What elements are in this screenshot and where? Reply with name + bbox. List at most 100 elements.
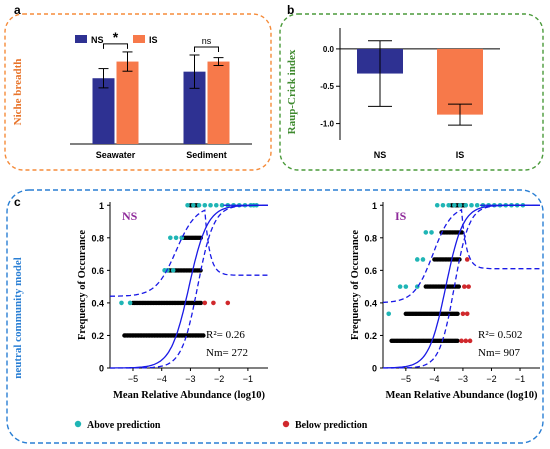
x-tick-label: −5: [128, 374, 138, 384]
y-tick-label: 0.6: [364, 266, 377, 276]
above-point: [457, 202, 463, 208]
above-point: [420, 257, 426, 262]
x-tick-label: IS: [456, 150, 465, 160]
bar: [92, 78, 115, 144]
x-tick-label: −4: [157, 374, 167, 384]
y-tick-label: 0: [99, 364, 104, 374]
below-point: [463, 338, 469, 344]
y-tick-label: 1: [99, 201, 104, 211]
neutral-point: [455, 311, 460, 316]
upper-confidence-line: [109, 209, 268, 297]
above-point: [434, 202, 440, 208]
above-point: [463, 202, 469, 208]
x-axis-title: Mean Relative Abundance (log10): [386, 390, 538, 401]
x-tick-label: −4: [429, 374, 439, 384]
r-squared-label: R²= 0.502: [478, 329, 522, 341]
scatter-panel-ns: 0 0.2 0.4 0.6 0.8 1 −5 −4 −3 −2 −1 Mean Relative Ab…: [77, 201, 268, 401]
above-point: [213, 202, 219, 208]
x-tick-label: −3: [185, 374, 195, 384]
y-axis-title: Frequency of Occurance: [77, 230, 88, 340]
above-point: [474, 202, 480, 208]
below-point: [467, 338, 473, 344]
above-point: [414, 257, 420, 262]
below-point: [460, 311, 466, 317]
upper-confidence-line: [382, 208, 540, 304]
x-tick-label: −3: [458, 374, 468, 384]
above-point: [196, 202, 202, 208]
lower-confidence-line: [110, 204, 268, 369]
panel-c-frame: [6, 189, 544, 444]
above-point: [168, 235, 173, 241]
above-point: [202, 202, 208, 208]
nm-label: Nm= 272: [206, 347, 248, 359]
panel-tag: NS: [122, 209, 138, 223]
bar: [207, 61, 230, 144]
bar: [116, 61, 139, 144]
y-tick-label: -1.0: [320, 120, 334, 129]
below-point: [466, 284, 471, 289]
y-tick-label: 0.0: [323, 45, 335, 54]
neutral-fit-line: [110, 204, 268, 369]
above-point: [429, 230, 434, 235]
neutral-point: [456, 284, 461, 289]
x-tick-label: −2: [214, 374, 224, 384]
x-tick-label: −5: [401, 374, 411, 384]
above-point: [469, 202, 474, 208]
panel-c-letter: c: [14, 195, 21, 209]
x-axis-title: Mean Relative Abundance (log10): [113, 390, 265, 401]
nm-label: Nm= 907: [478, 347, 520, 359]
significance-bracket: [194, 46, 219, 52]
bar: [183, 71, 206, 144]
x-tick-label: Seawater: [96, 150, 136, 160]
above-point: [397, 284, 403, 289]
panel-tag: IS: [395, 209, 407, 223]
neutral-point: [455, 338, 460, 343]
panel-c-ylabel: neutral community model: [12, 257, 24, 379]
above-point: [446, 202, 451, 208]
panel-c-chart: 0 0.2 0.4 0.6 0.8 1 −5 −4 −3 −2 −1 Mean Relative Ab…: [74, 201, 540, 431]
legend-label: Above prediction: [87, 420, 161, 431]
legend-label: NS: [91, 35, 104, 45]
neutral-point: [198, 300, 204, 306]
below-point: [202, 300, 208, 306]
x-tick-label: −1: [515, 374, 525, 384]
y-tick-label: -0.5: [320, 82, 334, 91]
above-point: [170, 268, 176, 273]
below-point: [462, 284, 467, 289]
above-point: [185, 202, 190, 208]
above-point: [452, 202, 457, 208]
y-tick-label: 0.2: [364, 331, 377, 341]
panel-a-ylabel: Niche breadth: [12, 59, 24, 126]
y-axis-title: Frequency of Occurance: [350, 230, 361, 340]
panel-b-letter: b: [287, 3, 294, 17]
scatter-panel-is: 0 0.2 0.4 0.6 0.8 1 −5 −4 −3 −2 −1 Mean Relative Ab…: [350, 201, 540, 401]
y-tick-label: 0: [372, 364, 377, 374]
panel-b-chart: 0.0 -0.5 -1.0 NS IS: [320, 28, 500, 160]
lower-confidence-line: [383, 204, 540, 369]
x-tick-label: −2: [486, 374, 496, 384]
x-tick-label: Sediment: [186, 150, 227, 160]
legend-label: IS: [149, 35, 158, 45]
panel-b-frame: [279, 13, 544, 171]
above-point: [191, 202, 196, 208]
below-point: [464, 311, 470, 317]
panel-a-frame: [4, 13, 272, 171]
above-point: [119, 300, 124, 306]
above-point: [208, 202, 213, 208]
below-point: [225, 300, 231, 306]
below-point: [211, 300, 216, 306]
x-tick-label: −1: [243, 374, 253, 384]
above-point: [386, 311, 392, 317]
below-point: [459, 338, 464, 344]
y-tick-label: 0.4: [91, 298, 104, 308]
significance-label: *: [113, 29, 119, 45]
below-point: [464, 257, 470, 262]
neutral-point: [459, 230, 465, 235]
y-tick-label: 0.6: [91, 266, 104, 276]
r-squared-label: R²= 0.26: [206, 329, 245, 341]
scatter-legend: Above prediction Below prediction: [74, 420, 368, 431]
above-point: [440, 202, 446, 208]
panel-b-ylabel: Raup-Crick index: [286, 49, 298, 134]
x-tick-label: NS: [374, 150, 387, 160]
